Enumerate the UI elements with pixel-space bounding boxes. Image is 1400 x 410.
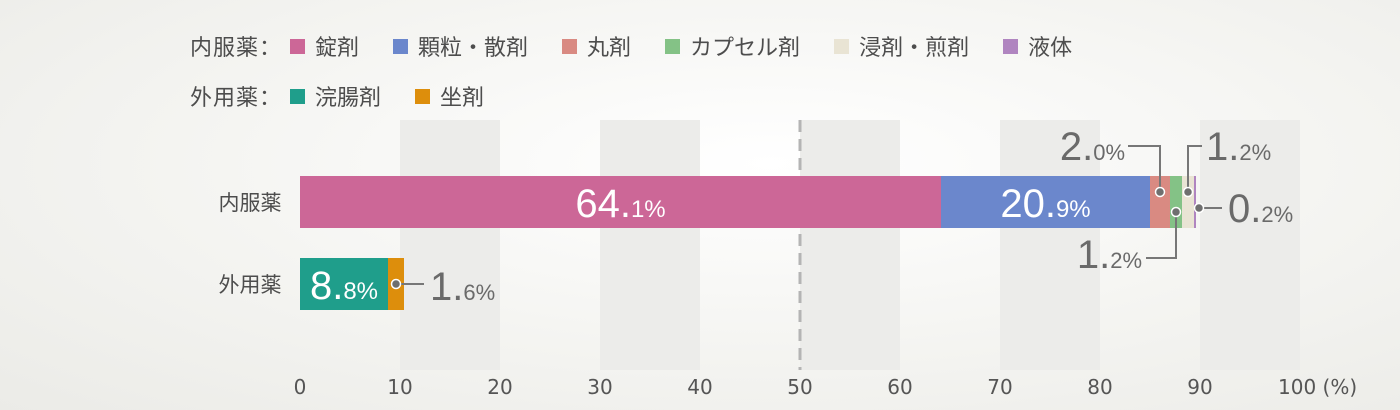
x-tick-label: 80 [1087,375,1112,399]
bar-segment [1150,176,1170,228]
legend-external: 外用薬： 浣腸剤 坐剤 [190,80,518,112]
legend-label: 液体 [1028,36,1073,61]
callout-dot [390,278,402,290]
data-label: 1.2% [1077,233,1142,277]
data-label: 2.0% [1060,125,1125,169]
x-tick-label: 50 [787,375,812,399]
legend-item-enema: 浣腸剤 [290,80,381,112]
data-label: 1.2% [1206,125,1271,169]
bar-segment [1194,176,1196,228]
legend-swatch [834,38,850,54]
legend-item-capsule: カプセル剤 [665,30,800,62]
grid-band [400,120,500,370]
callout-dot [1154,186,1166,198]
x-tick-label: 20 [487,375,512,399]
legend-label: 浸剤・煎剤 [859,36,970,61]
legend-item-tablet: 錠剤 [290,30,359,62]
grid-band [800,120,900,370]
data-label: 1.6% [430,265,495,309]
legend-item-granule: 顆粒・散剤 [393,30,528,62]
legend-swatch [562,38,578,54]
x-tick-label: 30 [587,375,612,399]
legend-item-infusion: 浸剤・煎剤 [834,30,969,62]
category-label: 内服薬 [219,191,282,215]
legend-group-label-internal: 内服薬： [190,36,283,61]
category-label: 外用薬 [219,273,282,297]
grid-band [1200,120,1300,370]
data-label: 8.8% [310,264,378,308]
legend-label: 顆粒・散剤 [418,36,529,61]
legend-internal: 内服薬： 錠剤 顆粒・散剤 丸剤 カプセル剤 浸剤・煎剤 液体 [190,30,1106,62]
legend-label: 丸剤 [587,36,632,61]
legend-swatch [290,88,305,104]
callout-dot [1182,186,1194,198]
legend-group-label-external: 外用薬： [190,86,283,111]
legend-swatch [415,88,431,104]
legend-label: 浣腸剤 [315,86,382,111]
callout-line [1128,145,1161,192]
bar-segment [941,176,1150,228]
legend-label: 錠剤 [315,36,360,61]
legend-label: 坐剤 [440,86,485,111]
legend-item-suppository: 坐剤 [415,80,484,112]
callout-dot [1170,206,1182,218]
grid-band [600,120,700,370]
legend-swatch [1003,38,1019,54]
x-tick-label: 90 [1187,375,1212,399]
x-tick-label: 40 [687,375,712,399]
x-tick-label: 100 (%) [1278,375,1357,399]
legend-swatch [665,38,681,54]
grid-band [1000,120,1100,370]
x-tick-label: 0 [294,375,307,399]
callout-line [1146,212,1177,259]
legend-swatch [290,38,305,54]
data-label: 64.1% [575,182,665,226]
bar-segment [300,176,941,228]
legend-item-liquid: 液体 [1003,30,1072,62]
bar-segment [300,258,388,310]
legend-swatch [393,38,409,54]
data-label: 0.2% [1228,187,1293,231]
data-label: 20.9% [1000,182,1090,226]
callout-line [1187,145,1202,192]
legend-item-pill: 丸剤 [562,30,631,62]
legend-label: カプセル剤 [690,36,801,61]
x-tick-label: 10 [387,375,412,399]
x-tick-label: 60 [887,375,912,399]
callout-dot [1193,202,1205,214]
x-tick-label: 70 [987,375,1012,399]
